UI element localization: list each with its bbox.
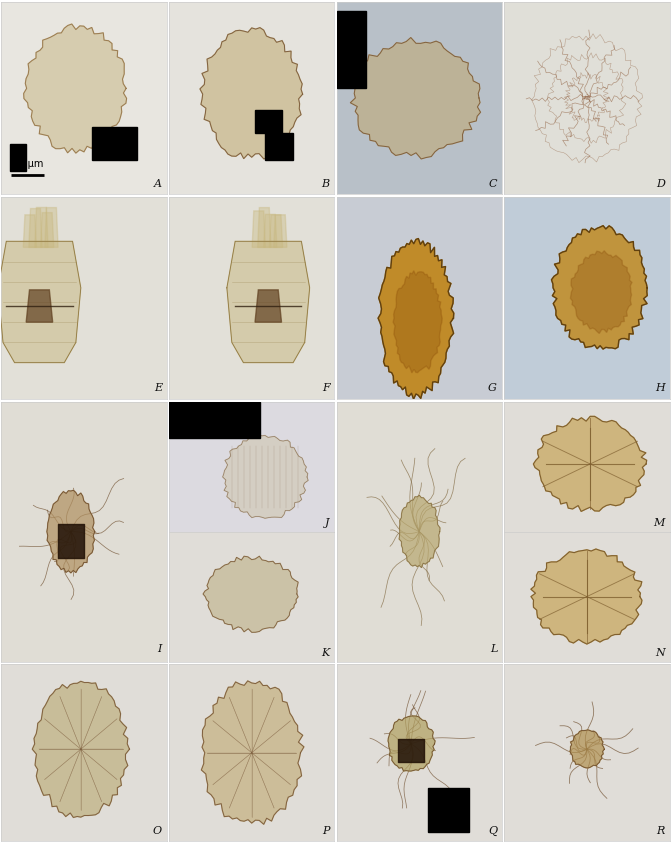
Text: K: K bbox=[321, 647, 329, 658]
Polygon shape bbox=[274, 215, 287, 247]
Polygon shape bbox=[570, 250, 632, 334]
Polygon shape bbox=[258, 207, 271, 247]
Text: B: B bbox=[321, 179, 329, 189]
Polygon shape bbox=[32, 681, 130, 818]
Polygon shape bbox=[9, 144, 26, 171]
Text: 25 μm: 25 μm bbox=[12, 159, 44, 169]
Polygon shape bbox=[200, 28, 303, 159]
Text: C: C bbox=[488, 179, 497, 189]
Polygon shape bbox=[29, 208, 42, 247]
Polygon shape bbox=[169, 401, 260, 438]
Polygon shape bbox=[264, 214, 277, 247]
Text: G: G bbox=[488, 383, 497, 393]
Text: I: I bbox=[158, 644, 162, 654]
Polygon shape bbox=[378, 239, 454, 399]
Polygon shape bbox=[336, 11, 366, 89]
Text: D: D bbox=[656, 179, 665, 189]
Polygon shape bbox=[252, 211, 265, 247]
Polygon shape bbox=[93, 127, 137, 159]
Text: E: E bbox=[154, 383, 162, 393]
Polygon shape bbox=[552, 226, 648, 349]
Text: N: N bbox=[655, 647, 665, 658]
Text: R: R bbox=[656, 826, 665, 836]
Polygon shape bbox=[255, 290, 282, 322]
Polygon shape bbox=[201, 681, 304, 824]
Polygon shape bbox=[399, 495, 440, 567]
Text: F: F bbox=[322, 383, 329, 393]
Text: J: J bbox=[325, 518, 329, 528]
Text: H: H bbox=[655, 383, 665, 393]
Polygon shape bbox=[269, 215, 282, 247]
Polygon shape bbox=[533, 416, 647, 512]
Polygon shape bbox=[26, 290, 52, 322]
Polygon shape bbox=[203, 556, 298, 632]
Polygon shape bbox=[47, 491, 95, 573]
Polygon shape bbox=[223, 433, 308, 518]
Text: O: O bbox=[153, 826, 162, 836]
Polygon shape bbox=[427, 788, 469, 832]
Polygon shape bbox=[227, 241, 309, 362]
Polygon shape bbox=[531, 549, 642, 644]
Polygon shape bbox=[388, 716, 435, 771]
Polygon shape bbox=[23, 24, 127, 153]
Polygon shape bbox=[0, 241, 81, 362]
Polygon shape bbox=[570, 730, 605, 768]
Polygon shape bbox=[40, 212, 54, 247]
Polygon shape bbox=[265, 132, 293, 159]
Text: A: A bbox=[154, 179, 162, 189]
Text: Q: Q bbox=[488, 826, 497, 836]
Polygon shape bbox=[350, 38, 480, 159]
Polygon shape bbox=[23, 215, 36, 247]
Text: P: P bbox=[322, 826, 329, 836]
Polygon shape bbox=[393, 271, 442, 373]
Polygon shape bbox=[255, 110, 282, 132]
Text: L: L bbox=[490, 644, 497, 654]
Polygon shape bbox=[45, 207, 58, 247]
Polygon shape bbox=[35, 207, 48, 247]
Text: M: M bbox=[654, 518, 665, 528]
